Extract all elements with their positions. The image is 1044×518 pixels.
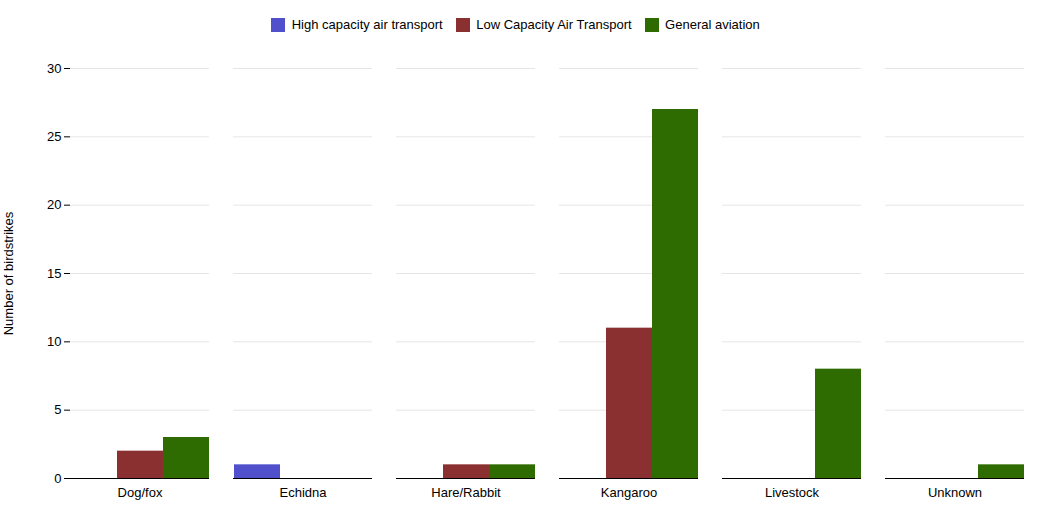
svg-text:Unknown: Unknown xyxy=(928,484,982,499)
svg-text:Number of birdstrikes: Number of birdstrikes xyxy=(1,211,16,335)
svg-text:Livestock: Livestock xyxy=(765,484,820,499)
svg-text:25: 25 xyxy=(47,128,61,143)
html-text:Low Capacity Air Transport: Low Capacity Air Transport xyxy=(476,17,632,32)
html-text:General aviation: General aviation xyxy=(665,17,760,32)
svg-text:Hare/Rabbit: Hare/Rabbit xyxy=(431,484,501,499)
svg-text:20: 20 xyxy=(47,197,61,212)
svg-text:0: 0 xyxy=(54,470,61,485)
svg-text:Dog/fox: Dog/fox xyxy=(118,484,163,499)
svg-text:10: 10 xyxy=(47,333,61,348)
svg-text:Kangaroo: Kangaroo xyxy=(601,484,657,499)
svg-text:5: 5 xyxy=(54,402,61,417)
html-text:High capacity air transport: High capacity air transport xyxy=(291,17,443,32)
svg-text:Echidna: Echidna xyxy=(280,484,328,499)
svg-text:15: 15 xyxy=(47,265,61,280)
svg-text:30: 30 xyxy=(47,60,61,75)
